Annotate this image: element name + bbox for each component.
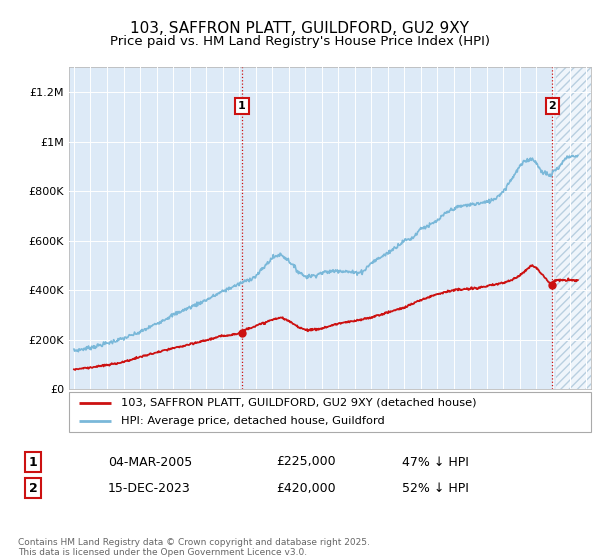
Bar: [556, 67, 591, 389]
Text: Contains HM Land Registry data © Crown copyright and database right 2025.
This d: Contains HM Land Registry data © Crown c…: [18, 538, 370, 557]
Text: 103, SAFFRON PLATT, GUILDFORD, GU2 9XY (detached house): 103, SAFFRON PLATT, GUILDFORD, GU2 9XY (…: [121, 398, 476, 408]
Bar: [556, 67, 591, 389]
Text: 2: 2: [548, 101, 556, 111]
Text: 103, SAFFRON PLATT, GUILDFORD, GU2 9XY: 103, SAFFRON PLATT, GUILDFORD, GU2 9XY: [131, 21, 470, 36]
Text: 15-DEC-2023: 15-DEC-2023: [108, 482, 191, 495]
Text: 2: 2: [29, 482, 37, 495]
Text: 04-MAR-2005: 04-MAR-2005: [108, 455, 192, 469]
Text: 1: 1: [29, 455, 37, 469]
Text: HPI: Average price, detached house, Guildford: HPI: Average price, detached house, Guil…: [121, 417, 385, 426]
Text: Price paid vs. HM Land Registry's House Price Index (HPI): Price paid vs. HM Land Registry's House …: [110, 35, 490, 48]
Text: £225,000: £225,000: [276, 455, 335, 469]
Text: 47% ↓ HPI: 47% ↓ HPI: [402, 455, 469, 469]
Text: 1: 1: [238, 101, 246, 111]
FancyBboxPatch shape: [69, 392, 591, 432]
Text: 52% ↓ HPI: 52% ↓ HPI: [402, 482, 469, 495]
Text: £420,000: £420,000: [276, 482, 335, 495]
